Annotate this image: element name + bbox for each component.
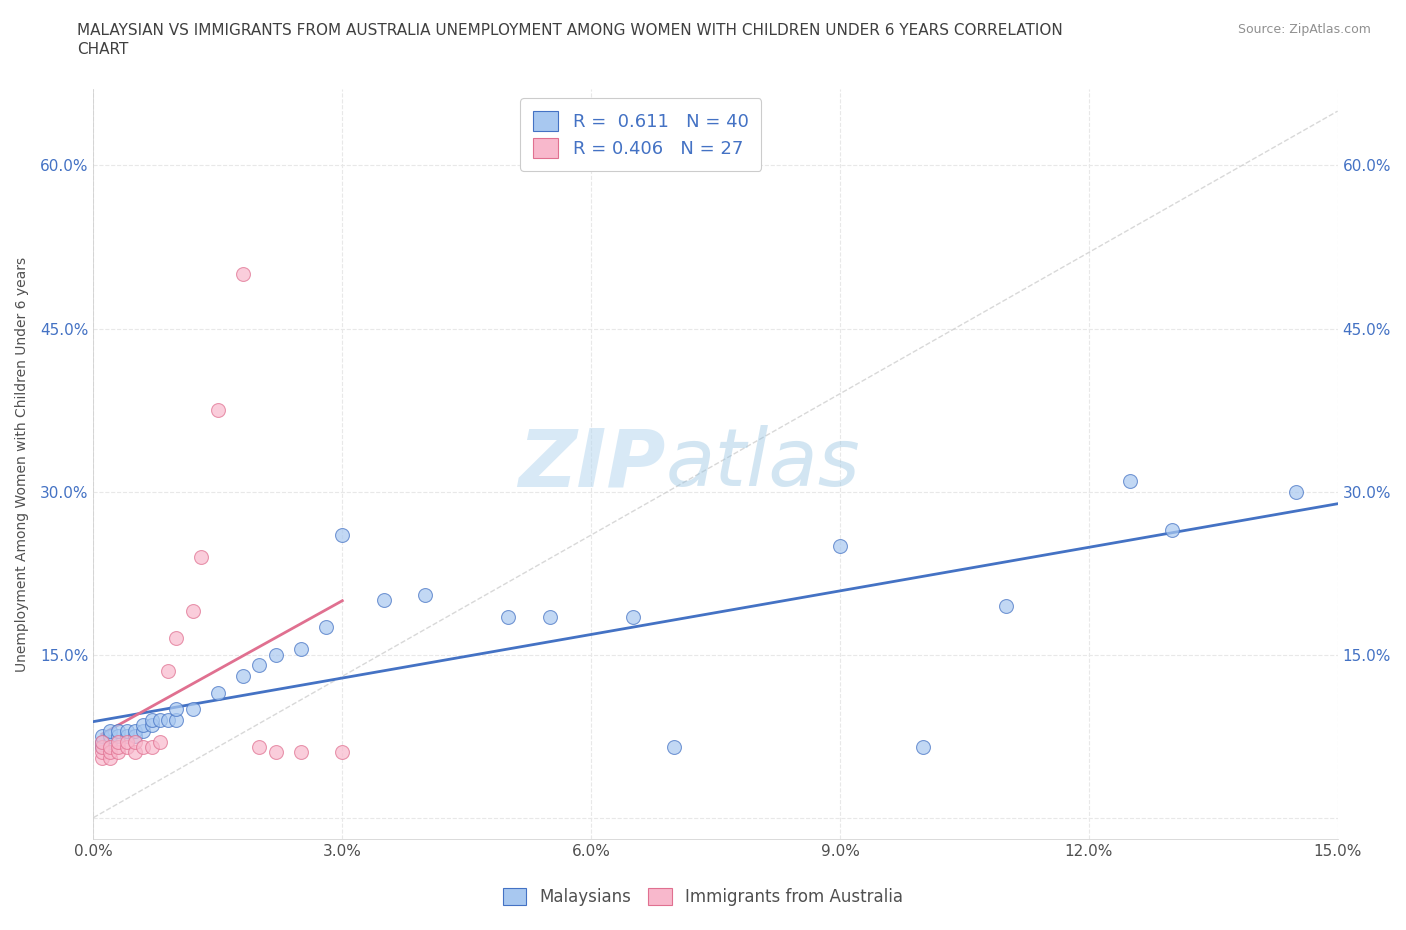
Y-axis label: Unemployment Among Women with Children Under 6 years: Unemployment Among Women with Children U… [15, 257, 30, 672]
Point [181, 604, 204, 618]
Point [141, 739, 163, 754]
Point [247, 739, 270, 754]
Point [621, 609, 644, 624]
Point [90, 739, 112, 754]
Point [90, 751, 112, 765]
Point [107, 734, 129, 749]
Point [98, 751, 121, 765]
Point [132, 718, 155, 733]
Point [911, 739, 934, 754]
Point [124, 734, 146, 749]
Point [247, 658, 270, 673]
Point [165, 701, 187, 716]
Point [315, 620, 337, 635]
Point [90, 734, 112, 749]
Point [1160, 522, 1182, 537]
Point [538, 609, 561, 624]
Point [264, 647, 287, 662]
Point [496, 609, 519, 624]
Point [90, 745, 112, 760]
Point [181, 701, 204, 716]
Point [662, 739, 685, 754]
Point [165, 631, 187, 645]
Text: Source: ZipAtlas.com: Source: ZipAtlas.com [1237, 23, 1371, 36]
Legend: Malaysians, Immigrants from Australia: Malaysians, Immigrants from Australia [496, 881, 910, 912]
Point [141, 718, 163, 733]
Point [413, 588, 436, 603]
Point [107, 724, 129, 738]
Point [107, 728, 129, 743]
Point [98, 734, 121, 749]
Point [190, 550, 212, 565]
Point [124, 745, 146, 760]
Point [132, 724, 155, 738]
Point [1285, 485, 1308, 499]
Text: CHART: CHART [77, 42, 129, 57]
Text: atlas: atlas [666, 425, 860, 503]
Point [107, 739, 129, 754]
Point [207, 685, 229, 700]
Point [107, 745, 129, 760]
Point [149, 734, 172, 749]
Point [132, 739, 155, 754]
Point [994, 598, 1017, 613]
Point [290, 642, 312, 657]
Point [98, 724, 121, 738]
Point [98, 728, 121, 743]
Point [157, 712, 180, 727]
Point [1119, 473, 1142, 488]
Legend: R =  0.611   N = 40, R = 0.406   N = 27: R = 0.611 N = 40, R = 0.406 N = 27 [520, 99, 761, 171]
Point [98, 745, 121, 760]
Point [124, 724, 146, 738]
Point [98, 739, 121, 754]
Point [330, 527, 353, 542]
Point [115, 734, 138, 749]
Point [330, 745, 353, 760]
Point [124, 728, 146, 743]
Point [373, 592, 395, 607]
Point [157, 663, 180, 678]
Point [207, 403, 229, 418]
Point [149, 712, 172, 727]
Point [90, 739, 112, 754]
Point [141, 712, 163, 727]
Point [90, 734, 112, 749]
Point [165, 712, 187, 727]
Point [232, 669, 254, 684]
Point [828, 538, 851, 553]
Point [115, 728, 138, 743]
Point [115, 724, 138, 738]
Text: MALAYSIAN VS IMMIGRANTS FROM AUSTRALIA UNEMPLOYMENT AMONG WOMEN WITH CHILDREN UN: MALAYSIAN VS IMMIGRANTS FROM AUSTRALIA U… [77, 23, 1063, 38]
Point [264, 745, 287, 760]
Point [290, 745, 312, 760]
Point [115, 739, 138, 754]
Point [90, 728, 112, 743]
Text: ZIP: ZIP [519, 425, 666, 503]
Point [232, 267, 254, 282]
